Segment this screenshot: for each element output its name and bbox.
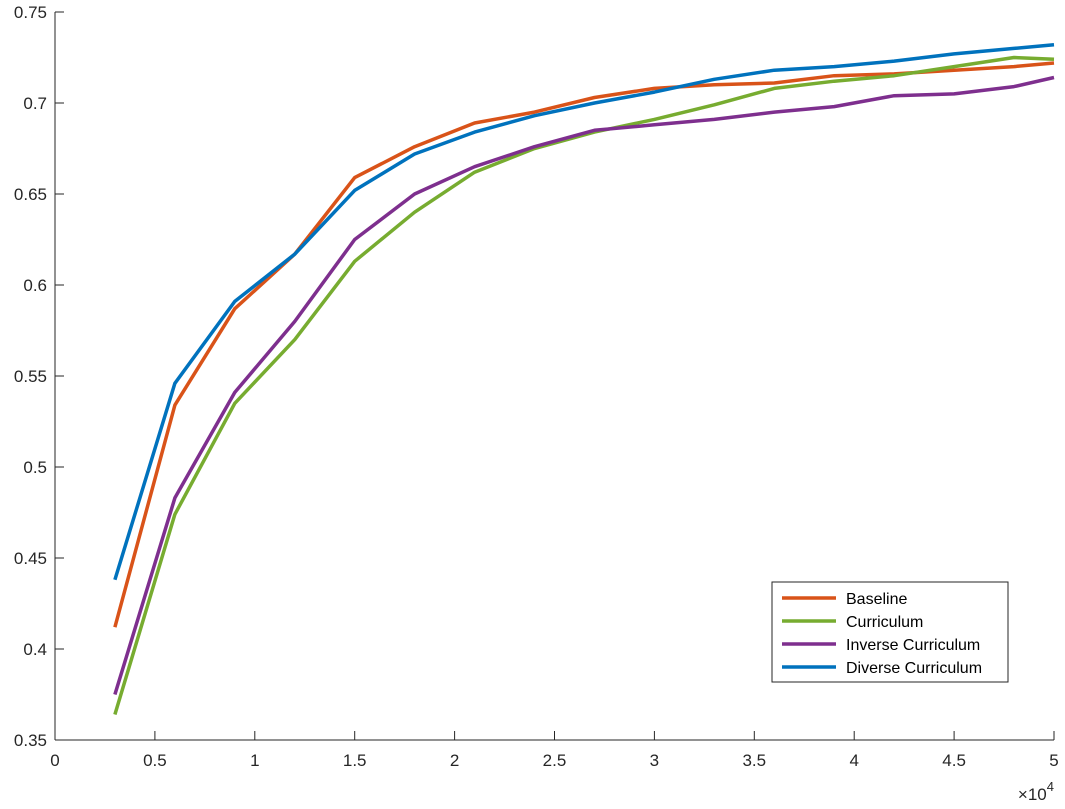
legend-label: Baseline [846,591,907,608]
axes: 0.35 0.4 0.45 0.5 0.55 0.6 0.65 0.7 0.75 0 0.5 1 1.5… [14,3,1059,804]
y-tick-label: 0.7 [23,94,47,113]
y-tick-label: 0.45 [14,549,47,568]
series-lines [113,43,1055,716]
series-line-1 [113,61,1055,628]
x-tick-label: 2.5 [543,751,567,770]
legend: Baseline Curriculum Inverse Curriculum Dive… [771,581,1009,683]
y-tick-label: 0.55 [14,367,47,386]
x-tick-label: 0 [50,751,59,770]
y-tick-label: 0.65 [14,185,47,204]
y-tick-label: 0.6 [23,276,47,295]
legend-label: Curriculum [846,614,923,631]
series-line-4 [113,43,1055,581]
legend-label: Diverse Curriculum [846,660,982,677]
y-tick-label: 0.5 [23,458,47,477]
series-line-3 [113,75,1055,696]
legend-label: Inverse Curriculum [846,637,980,654]
x-tick-label: 3.5 [742,751,766,770]
x-exponent-label: ×104 [1018,779,1054,804]
x-tick-label: 0.5 [143,751,167,770]
x-tick-label: 4 [849,751,858,770]
x-tick-label: 4.5 [942,751,966,770]
x-tick-label: 1.5 [343,751,367,770]
y-tick-label: 0.35 [14,731,47,750]
x-tick-label: 3 [650,751,659,770]
y-tick-label: 0.75 [14,3,47,22]
x-tick-label: 5 [1049,751,1058,770]
x-tick-label: 2 [450,751,459,770]
x-tick-label: 1 [250,751,259,770]
y-tick-label: 0.4 [23,640,47,659]
